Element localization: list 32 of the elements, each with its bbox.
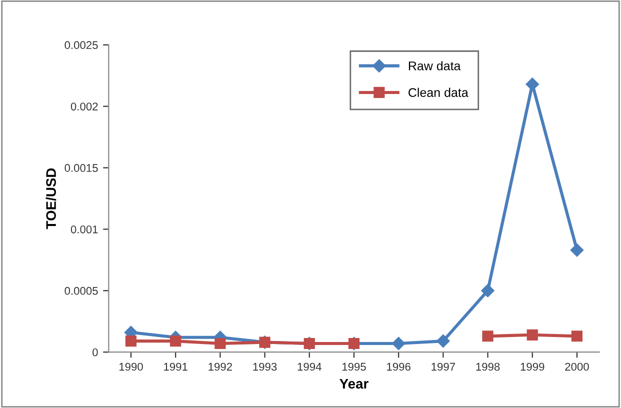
x-tick-label: 1992 bbox=[208, 362, 232, 371]
legend-label: Clean data bbox=[408, 88, 468, 97]
point bbox=[482, 330, 494, 342]
x-tick-label: 1998 bbox=[476, 362, 500, 371]
y-axis-title: TOE/USD bbox=[46, 168, 56, 230]
point bbox=[526, 78, 539, 91]
x-tick-label: 2000 bbox=[565, 362, 589, 371]
point bbox=[392, 336, 406, 350]
point bbox=[526, 329, 538, 340]
x-tick-label: 1993 bbox=[253, 362, 277, 371]
y-tick-label: 0.0005 bbox=[64, 286, 98, 295]
y-tick-label: 0.001 bbox=[70, 225, 98, 234]
x-tick-label: 1999 bbox=[520, 362, 544, 371]
point bbox=[170, 335, 182, 347]
x-tick-label: 1995 bbox=[342, 362, 366, 371]
point bbox=[125, 335, 137, 347]
y-tick-label: 0.0015 bbox=[64, 164, 98, 172]
point bbox=[571, 330, 583, 342]
x-tick-label: 1991 bbox=[164, 362, 188, 371]
point bbox=[481, 284, 494, 298]
x-axis-title: Year bbox=[340, 378, 368, 389]
x-tick-label: 1997 bbox=[432, 362, 455, 371]
x-tick-label: 1996 bbox=[387, 362, 410, 371]
point bbox=[214, 338, 226, 350]
y-tick-label: 0 bbox=[92, 348, 98, 356]
point bbox=[570, 244, 584, 257]
x-tick-label: 1990 bbox=[119, 362, 143, 371]
x-tick-label: 1994 bbox=[298, 362, 322, 371]
point bbox=[436, 334, 450, 348]
legend-label: Raw data bbox=[408, 61, 461, 70]
y-tick-label: 0.0025 bbox=[64, 41, 98, 50]
y-tick-label: 0.002 bbox=[70, 102, 98, 110]
